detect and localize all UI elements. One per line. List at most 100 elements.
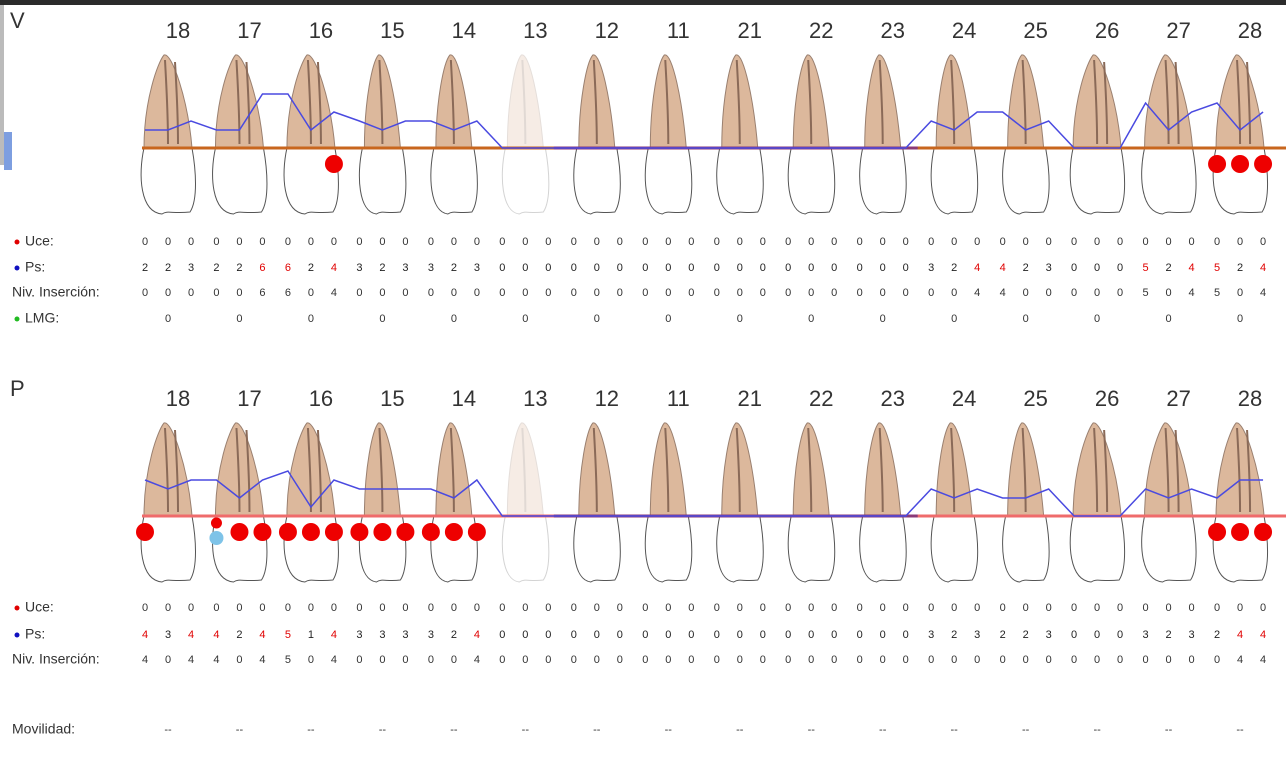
- row-value: 0: [714, 287, 720, 299]
- row-value: 0: [428, 654, 434, 666]
- row-value: 4: [259, 654, 265, 666]
- row-value: 5: [1143, 262, 1149, 274]
- row-value: 0: [785, 287, 791, 299]
- row-value: 0: [1071, 602, 1077, 614]
- row-value: 0: [880, 629, 886, 641]
- row-value: 0: [951, 602, 957, 614]
- row-value: 0: [1189, 602, 1195, 614]
- row-value: 0: [688, 654, 694, 666]
- row-value: 0: [165, 313, 171, 325]
- tooth: [788, 423, 835, 582]
- row-value: 5: [1214, 287, 1220, 299]
- tooth: [431, 423, 478, 582]
- row-value: 0: [259, 236, 265, 248]
- row-value: 0: [236, 602, 242, 614]
- row-value: 2: [951, 262, 957, 274]
- row-value: 4: [188, 629, 194, 641]
- row-value: 2: [1023, 262, 1029, 274]
- row-value: 0: [571, 262, 577, 274]
- row-value: 4: [213, 629, 219, 641]
- row-value: 0: [1237, 602, 1243, 614]
- periodontal-chart: V18171615141312112122232425262728Uce:000…: [0, 0, 1286, 782]
- tooth-crown: [574, 516, 621, 582]
- row-value: 3: [428, 262, 434, 274]
- row-value: 0: [571, 236, 577, 248]
- bleeding-dot: [468, 523, 486, 541]
- row-value: 0: [571, 287, 577, 299]
- tooth: [359, 423, 406, 582]
- row-value: 0: [974, 602, 980, 614]
- tooth-number: 26: [1095, 18, 1119, 43]
- row-value: 0: [522, 236, 528, 248]
- row-value: 0: [1260, 236, 1266, 248]
- tooth: [359, 55, 406, 214]
- tooth-number: 13: [523, 386, 547, 411]
- row-value: 3: [1189, 629, 1195, 641]
- left-strip: [0, 5, 4, 165]
- row-value: 0: [402, 602, 408, 614]
- tooth-number: 27: [1166, 386, 1190, 411]
- row-value: 0: [737, 262, 743, 274]
- tooth-crown: [931, 516, 978, 582]
- row-value: 0: [737, 313, 743, 325]
- tooth: [645, 55, 692, 214]
- row-value: 0: [831, 287, 837, 299]
- row-value: 2: [1166, 262, 1172, 274]
- row-label: Movilidad:: [12, 721, 75, 737]
- tooth: [717, 55, 764, 214]
- row-value: --: [379, 724, 387, 736]
- bleeding-dot: [1208, 155, 1226, 173]
- row-value: 0: [356, 287, 362, 299]
- row-value: 0: [688, 287, 694, 299]
- row-value: 0: [808, 629, 814, 641]
- row-value: 0: [499, 629, 505, 641]
- row-value: 5: [285, 654, 291, 666]
- row-value: 0: [1046, 654, 1052, 666]
- row-value: 0: [356, 654, 362, 666]
- row-value: 3: [928, 629, 934, 641]
- row-value: 0: [499, 262, 505, 274]
- row-value: 0: [1094, 287, 1100, 299]
- bleeding-dot: [136, 523, 154, 541]
- tooth: [284, 55, 338, 214]
- tooth-crown: [860, 516, 907, 582]
- row-value: 0: [857, 287, 863, 299]
- row-value: 0: [642, 629, 648, 641]
- row-value: 0: [402, 236, 408, 248]
- tooth-number: 26: [1095, 386, 1119, 411]
- bleeding-dot: [325, 155, 343, 173]
- row-value: 0: [1166, 236, 1172, 248]
- tooth-crown: [1003, 516, 1050, 582]
- row-value: 3: [356, 262, 362, 274]
- tooth-crown: [645, 516, 692, 582]
- bleeding-dot: [396, 523, 414, 541]
- row-value: 4: [1237, 654, 1243, 666]
- bleeding-dot: [302, 523, 320, 541]
- row-value: 0: [857, 629, 863, 641]
- row-value: 0: [808, 287, 814, 299]
- row-value: --: [593, 724, 601, 736]
- row-value: 0: [356, 236, 362, 248]
- row-value: 0: [594, 287, 600, 299]
- tooth: [1142, 55, 1196, 214]
- row-value: 0: [1143, 654, 1149, 666]
- tooth-number: 17: [237, 18, 261, 43]
- row-value: --: [736, 724, 744, 736]
- row-value: 4: [974, 287, 980, 299]
- row-value: 0: [1071, 262, 1077, 274]
- tooth-crown: [717, 516, 764, 582]
- row-value: --: [1236, 724, 1244, 736]
- row-value: 0: [880, 236, 886, 248]
- row-value: 0: [903, 629, 909, 641]
- row-value: 0: [236, 654, 242, 666]
- bleeding-dot: [230, 523, 248, 541]
- tooth: [1070, 423, 1124, 582]
- row-value: 2: [1000, 629, 1006, 641]
- tooth-crown: [717, 148, 764, 214]
- row-value: 0: [1046, 602, 1052, 614]
- row-value: 6: [285, 262, 291, 274]
- row-value: 0: [617, 236, 623, 248]
- row-value: 0: [617, 602, 623, 614]
- row-value: 0: [331, 236, 337, 248]
- row-value: 0: [213, 602, 219, 614]
